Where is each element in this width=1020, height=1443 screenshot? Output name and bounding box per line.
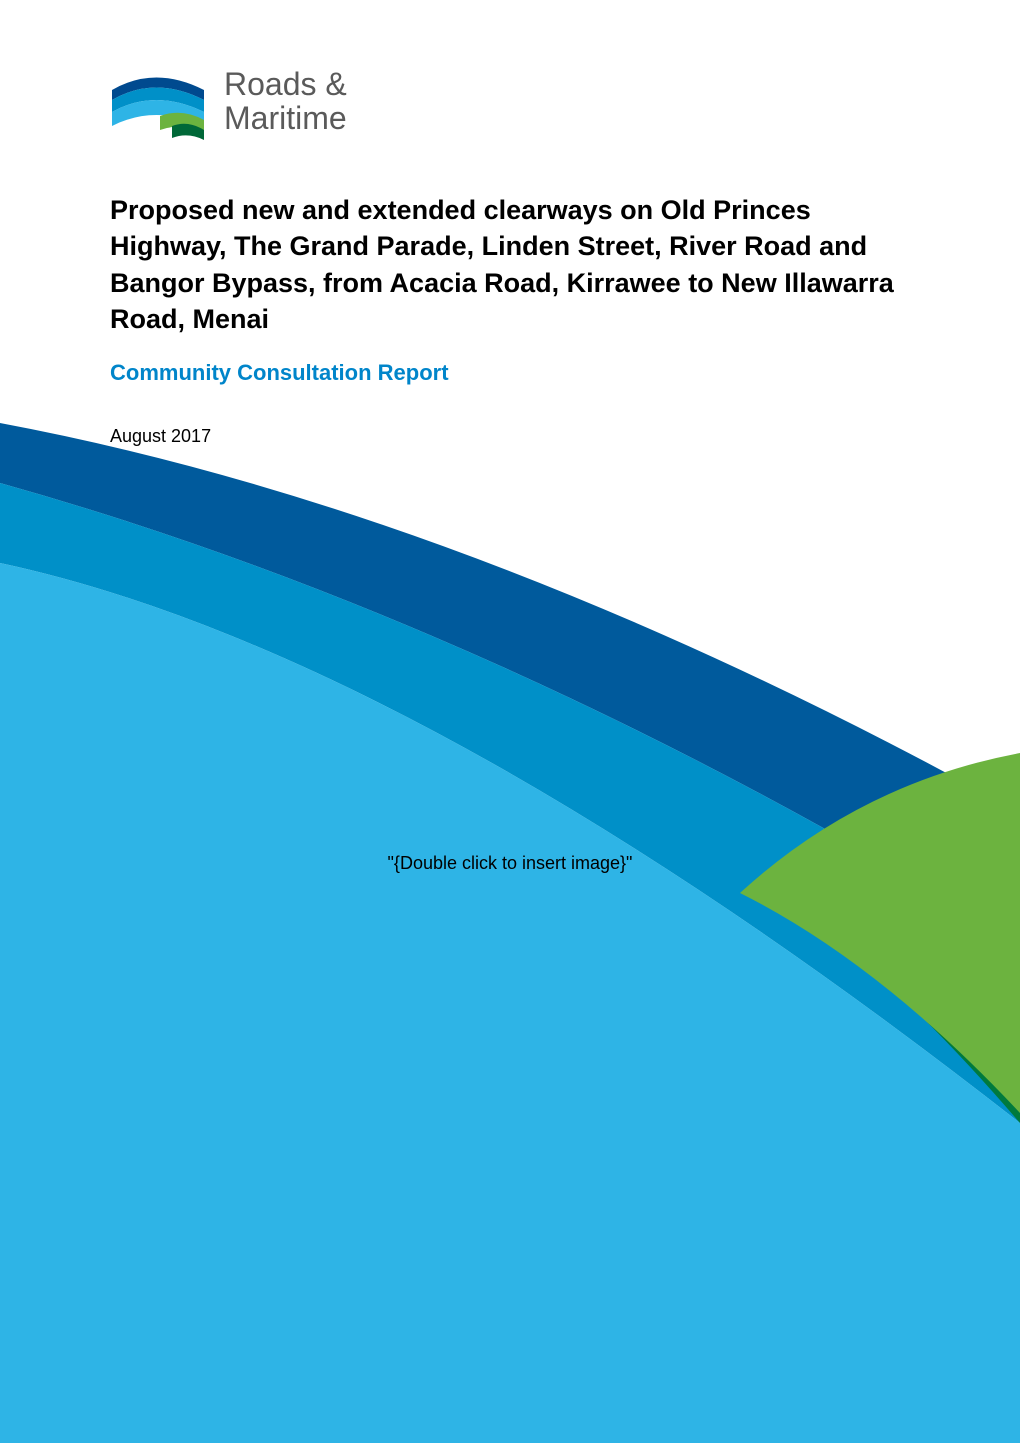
image-placeholder-text: "{Double click to insert image}" (0, 853, 1020, 874)
header-area: Roads & Maritime Proposed new and extend… (0, 0, 1020, 447)
cover-graphic: "{Double click to insert image}" (0, 423, 1020, 1443)
document-subtitle: Community Consultation Report (110, 360, 910, 386)
logo-text-line1: Roads & (224, 68, 347, 102)
document-title: Proposed new and extended clearways on O… (110, 192, 910, 338)
logo-text: Roads & Maritime (224, 68, 347, 135)
logo: Roads & Maritime (110, 60, 910, 144)
logo-mark-icon (110, 60, 206, 144)
document-page: Roads & Maritime Proposed new and extend… (0, 0, 1020, 1443)
logo-text-line2: Maritime (224, 102, 347, 136)
